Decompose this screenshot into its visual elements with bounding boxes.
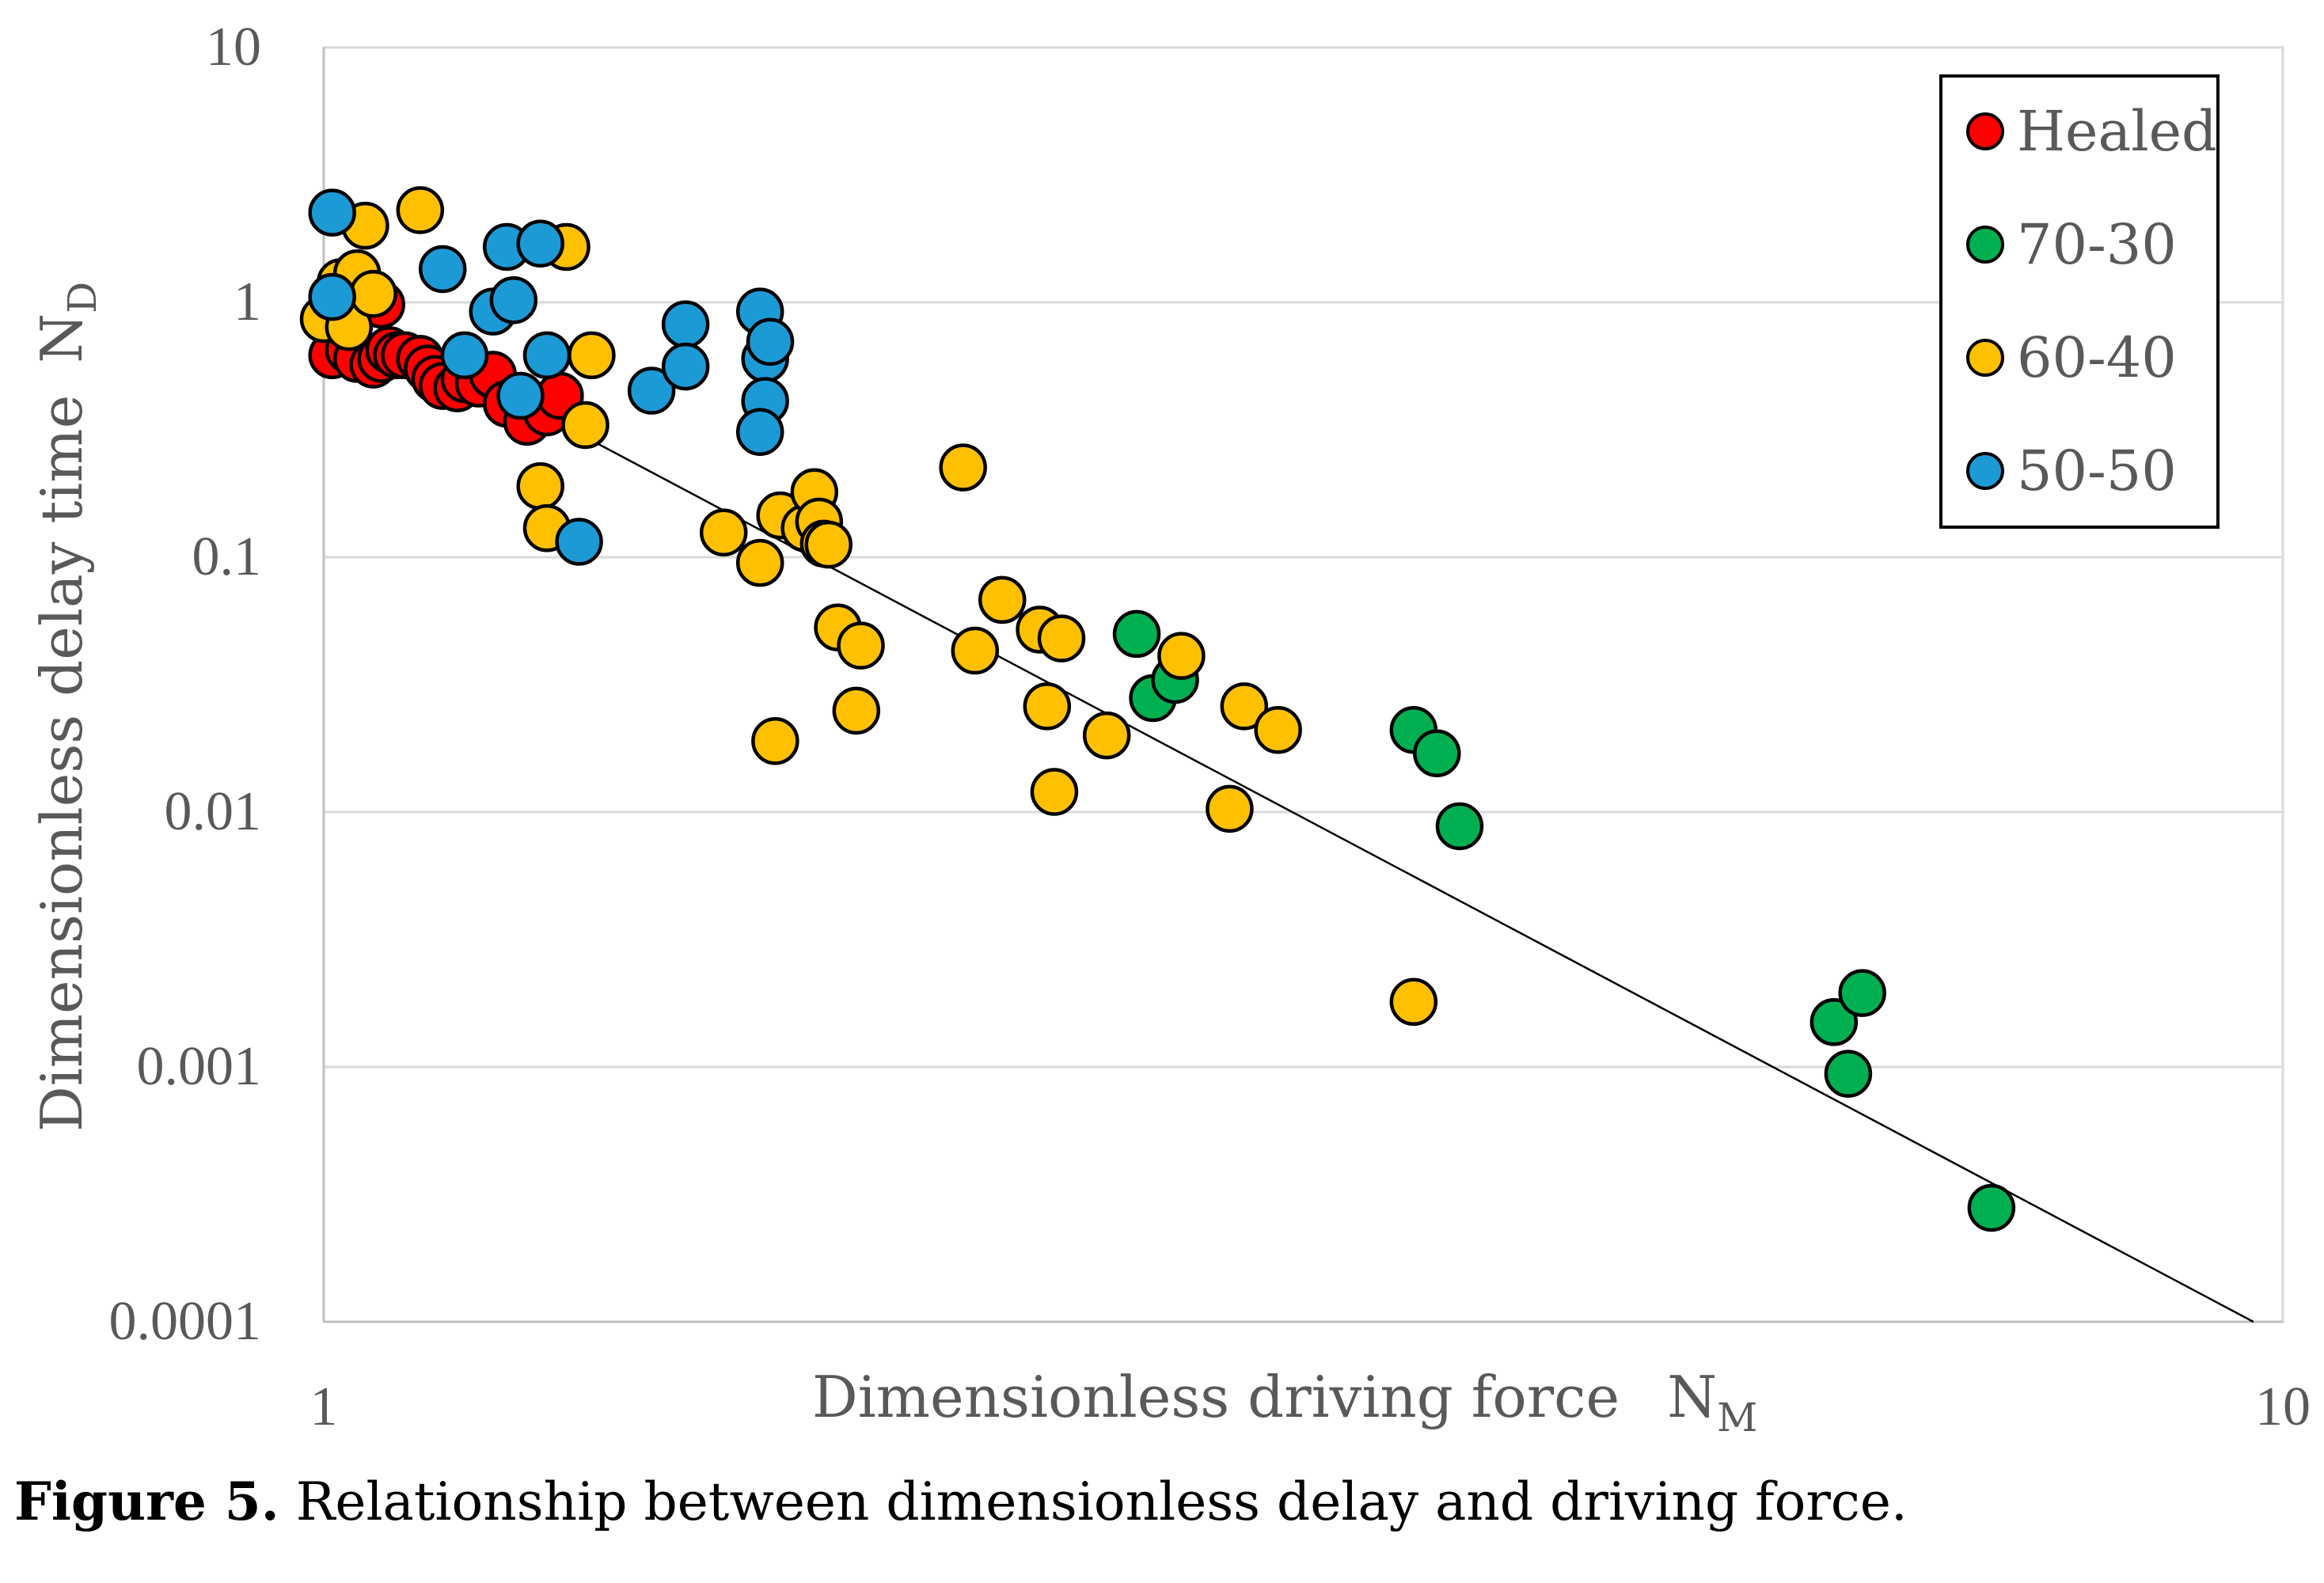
point-50-50-2 [418, 245, 467, 294]
point-60-40-9 [561, 400, 609, 450]
x-tick-label-1: 10 [2255, 1376, 2311, 1437]
point-60-40-12 [699, 508, 748, 557]
x-tick-label-0: 1 [310, 1376, 338, 1437]
legend-marker-Healed [1966, 112, 2004, 150]
y-tick-label-2: 0.1 [192, 526, 262, 587]
legend-marker-70-30 [1966, 226, 2004, 264]
point-60-40-5 [349, 269, 397, 318]
x-axis-title: Dimensionless driving force NM [812, 1364, 1757, 1441]
figure-caption: Figure 5. Relationship between dimension… [14, 1471, 1908, 1532]
y-tick-label-3: 0.01 [165, 781, 262, 842]
point-70-30-9 [1967, 1183, 2016, 1232]
point-70-30-0 [1112, 609, 1161, 659]
y-tick-label-5: 0.0001 [109, 1291, 262, 1352]
point-50-50-13 [661, 342, 710, 391]
point-60-40-25 [951, 626, 1000, 675]
point-60-40-31 [1082, 711, 1131, 760]
point-50-50-10 [555, 518, 603, 566]
point-70-30-6 [1809, 998, 1859, 1046]
point-60-40-10 [516, 461, 564, 511]
point-70-30-4 [1413, 729, 1461, 778]
point-50-50-8 [516, 219, 564, 268]
point-50-50-3 [440, 331, 489, 380]
point-70-30-7 [1824, 1050, 1873, 1098]
point-60-40-36 [1389, 978, 1438, 1027]
legend-label-50-50: 50-50 [2017, 438, 2177, 503]
legend-box [1939, 74, 2220, 529]
point-50-50-16 [746, 317, 795, 366]
y-tick-labels: 10 1 0.1 0.01 0.001 0.0001 [109, 17, 262, 1352]
caption-text: Relationship between dimensionless delay… [279, 1471, 1908, 1532]
point-50-50-1 [308, 272, 356, 321]
point-60-40-19 [804, 520, 853, 569]
point-60-40-30 [1037, 614, 1086, 662]
point-60-40-33 [1220, 682, 1269, 731]
point-60-40-13 [735, 538, 784, 587]
series-70-30 [1112, 609, 2016, 1232]
point-60-40-26 [978, 575, 1027, 624]
legend-label-Healed: Healed [2017, 99, 2217, 164]
caption-label: Figure 5. [14, 1471, 279, 1532]
point-70-30-5 [1435, 802, 1484, 851]
point-60-40-23 [751, 716, 799, 765]
trendline [314, 293, 2254, 1323]
point-50-50-6 [489, 275, 538, 325]
point-60-40-28 [1023, 682, 1072, 731]
legend-marker-50-50 [1966, 452, 2004, 490]
point-60-40-21 [837, 621, 885, 670]
point-60-40-8 [568, 331, 616, 380]
series-50-50 [308, 188, 795, 566]
data-points [299, 186, 2016, 1232]
point-50-50-12 [661, 300, 710, 349]
point-60-40-32 [1157, 632, 1206, 680]
point-60-40-35 [1206, 784, 1254, 833]
point-50-50-7 [496, 371, 545, 420]
legend-label-70-30: 70-30 [2017, 212, 2177, 277]
point-50-50-0 [308, 188, 356, 237]
scatter-chart: 10 1 0.1 0.01 0.001 0.0001 1 10 Dimensionless … [28, 17, 2311, 1441]
x-tick-labels: 1 10 [310, 1376, 2311, 1437]
point-60-40-24 [939, 443, 987, 492]
trendline-group [314, 293, 2254, 1323]
y-axis-title: Dimensionless delay timeND [28, 282, 105, 1132]
y-tick-label-0: 10 [206, 17, 261, 78]
point-60-40-6 [396, 186, 445, 234]
y-tick-label-4: 0.001 [137, 1036, 262, 1097]
point-60-40-22 [832, 686, 881, 735]
y-tick-label-1: 1 [234, 271, 261, 332]
legend-marker-60-40 [1966, 339, 2004, 377]
point-50-50-11 [627, 366, 676, 415]
point-50-50-9 [522, 331, 572, 380]
point-60-40-34 [1254, 705, 1302, 754]
legend-label-60-40: 60-40 [2017, 325, 2177, 390]
point-60-40-29 [1030, 768, 1079, 816]
point-50-50-18 [735, 408, 784, 457]
legend: Healed 70-30 60-40 50-50 [1939, 74, 2220, 529]
point-70-30-8 [1838, 969, 1886, 1017]
